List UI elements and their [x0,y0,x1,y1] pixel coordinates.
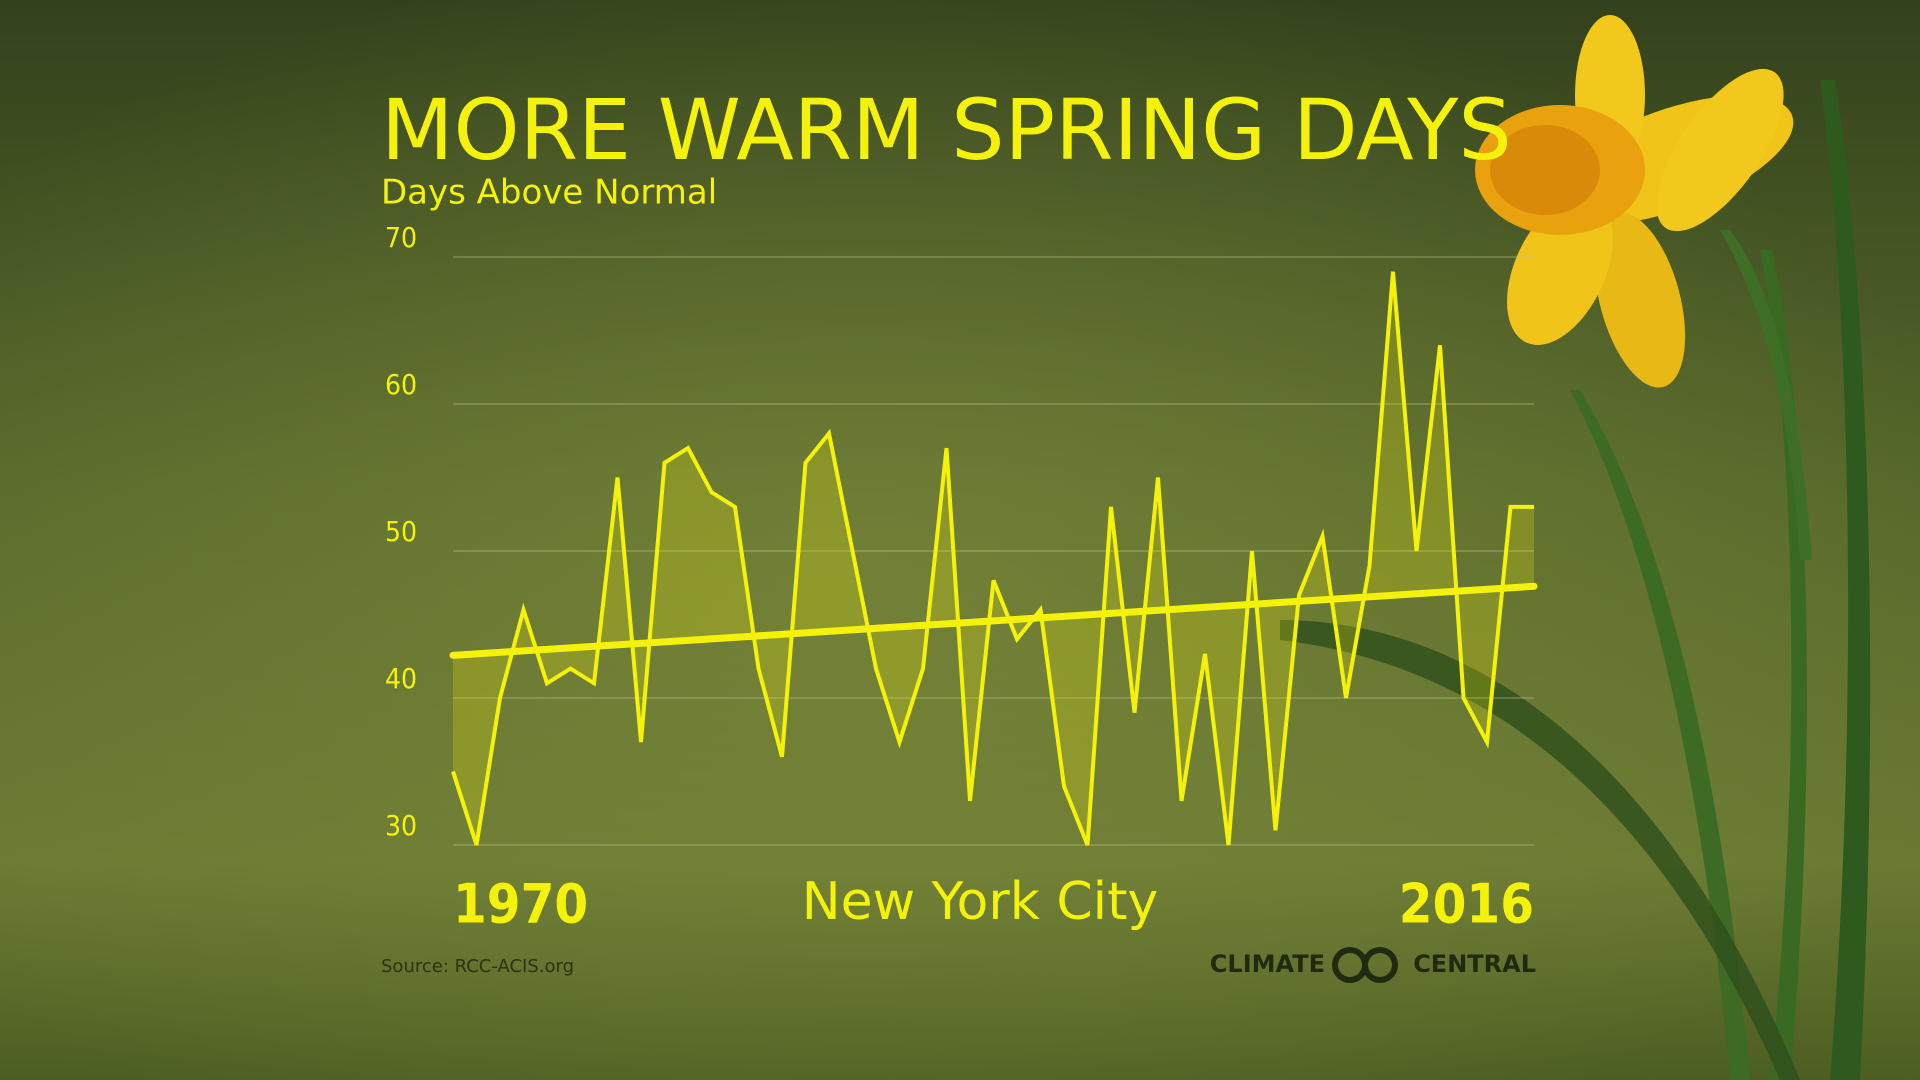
y-tick-label: 50 [385,515,417,548]
y-tick-label: 40 [385,662,417,695]
data-line [451,271,1534,846]
y-tick-label: 30 [385,809,417,842]
x-tick-label: 1970 [453,873,588,936]
area-fill [453,271,1534,845]
x-tick-label: 2016 [1399,873,1534,936]
annotation: New York City [802,872,1159,932]
chart-title: MORE WARM SPRING DAYS [381,81,1512,179]
y-tick-label: 70 [385,221,417,254]
y-tick-label: 60 [385,368,417,401]
logo: CLIMATE CENTRAL [1210,947,1536,983]
trend-line [449,582,1538,659]
logo-right: CENTRAL [1413,950,1536,978]
source: Source: RCC-ACIS.org [381,956,574,977]
chart-subtitle: Days Above Normal [381,173,717,213]
logo-left: CLIMATE [1210,950,1325,978]
daffodil [1280,15,1871,1080]
